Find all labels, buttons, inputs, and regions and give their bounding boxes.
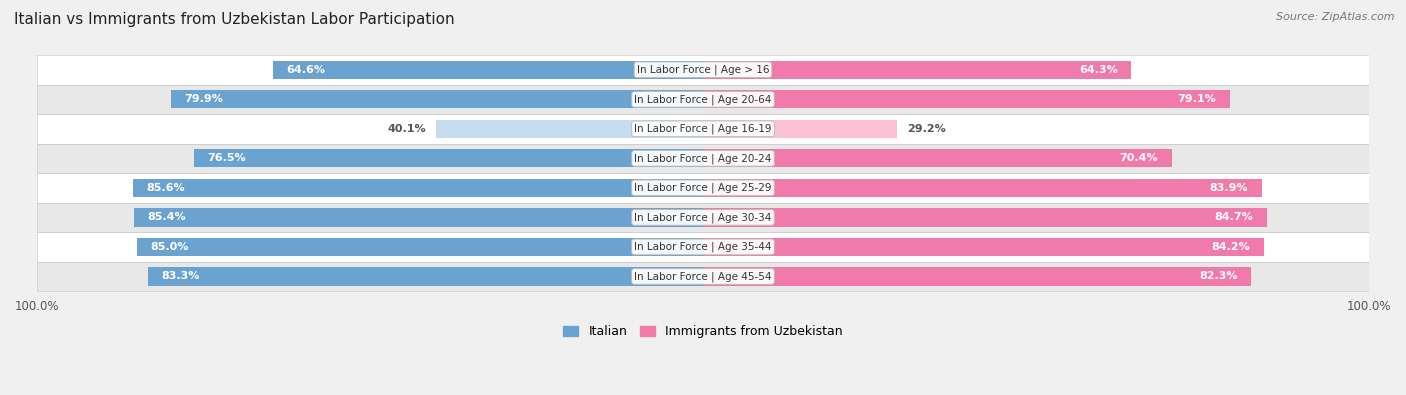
Text: 76.5%: 76.5%	[207, 153, 246, 163]
Bar	[37, 114, 1369, 143]
Text: In Labor Force | Age 35-44: In Labor Force | Age 35-44	[634, 242, 772, 252]
Bar	[135, 208, 703, 227]
Text: In Labor Force | Age 25-29: In Labor Force | Age 25-29	[634, 182, 772, 193]
Bar	[37, 173, 1369, 203]
Text: 70.4%: 70.4%	[1119, 153, 1159, 163]
Bar	[703, 179, 1261, 197]
Bar	[703, 208, 1267, 227]
Text: In Labor Force | Age 30-34: In Labor Force | Age 30-34	[634, 212, 772, 223]
Bar	[37, 114, 1369, 143]
Bar	[37, 261, 1369, 291]
Text: 64.6%: 64.6%	[287, 65, 325, 75]
Bar	[37, 55, 1369, 85]
Text: 85.4%: 85.4%	[148, 213, 187, 222]
Bar	[37, 55, 1369, 85]
Bar	[37, 203, 1369, 232]
Bar	[703, 149, 1171, 167]
Text: Source: ZipAtlas.com: Source: ZipAtlas.com	[1277, 12, 1395, 22]
Bar	[703, 90, 1230, 108]
Text: 79.9%: 79.9%	[184, 94, 224, 104]
Bar	[37, 261, 1369, 291]
Bar	[37, 143, 1369, 173]
Bar	[37, 232, 1369, 261]
Text: 82.3%: 82.3%	[1199, 271, 1237, 282]
Text: 29.2%: 29.2%	[907, 124, 946, 134]
Bar	[37, 232, 1369, 261]
Bar	[703, 120, 897, 138]
Bar	[703, 267, 1251, 286]
Text: In Labor Force | Age 20-24: In Labor Force | Age 20-24	[634, 153, 772, 164]
Bar	[37, 143, 1369, 173]
Bar	[134, 179, 703, 197]
Text: In Labor Force | Age 20-64: In Labor Force | Age 20-64	[634, 94, 772, 105]
Text: Italian vs Immigrants from Uzbekistan Labor Participation: Italian vs Immigrants from Uzbekistan La…	[14, 12, 454, 27]
Text: 83.3%: 83.3%	[162, 271, 200, 282]
Bar	[37, 85, 1369, 114]
Bar	[37, 173, 1369, 203]
Text: 84.2%: 84.2%	[1212, 242, 1250, 252]
Text: 40.1%: 40.1%	[388, 124, 426, 134]
Text: 85.6%: 85.6%	[146, 183, 186, 193]
Text: In Labor Force | Age > 16: In Labor Force | Age > 16	[637, 64, 769, 75]
Bar	[194, 149, 703, 167]
Text: 85.0%: 85.0%	[150, 242, 188, 252]
Bar	[436, 120, 703, 138]
Bar	[703, 238, 1264, 256]
Bar	[37, 85, 1369, 114]
Text: In Labor Force | Age 16-19: In Labor Force | Age 16-19	[634, 124, 772, 134]
Text: In Labor Force | Age 45-54: In Labor Force | Age 45-54	[634, 271, 772, 282]
Bar	[273, 60, 703, 79]
Text: 64.3%: 64.3%	[1078, 65, 1118, 75]
Bar	[172, 90, 703, 108]
Text: 83.9%: 83.9%	[1209, 183, 1249, 193]
Text: 84.7%: 84.7%	[1215, 213, 1254, 222]
Bar	[149, 267, 703, 286]
Legend: Italian, Immigrants from Uzbekistan: Italian, Immigrants from Uzbekistan	[558, 320, 848, 343]
Bar	[37, 203, 1369, 232]
Bar	[138, 238, 703, 256]
Bar	[703, 60, 1130, 79]
Text: 79.1%: 79.1%	[1178, 94, 1216, 104]
